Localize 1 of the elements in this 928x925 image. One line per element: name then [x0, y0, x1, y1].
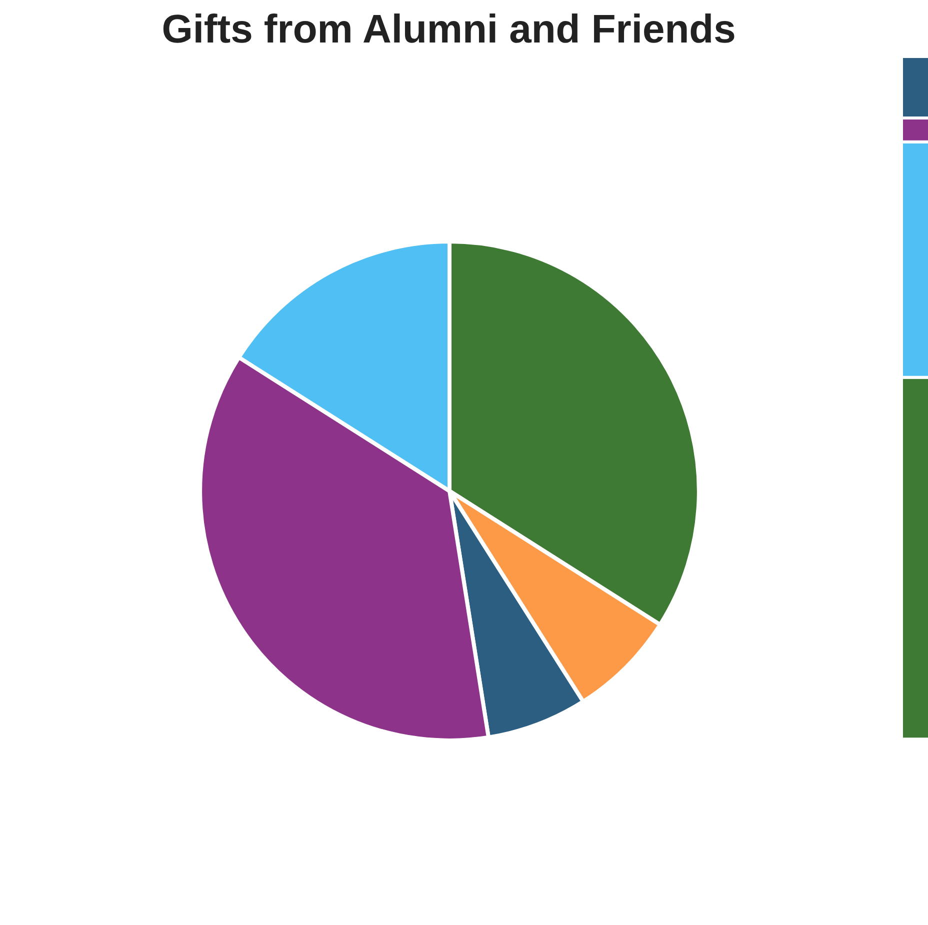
chart-title: Gifts from Alumni and Friends: [162, 8, 736, 52]
